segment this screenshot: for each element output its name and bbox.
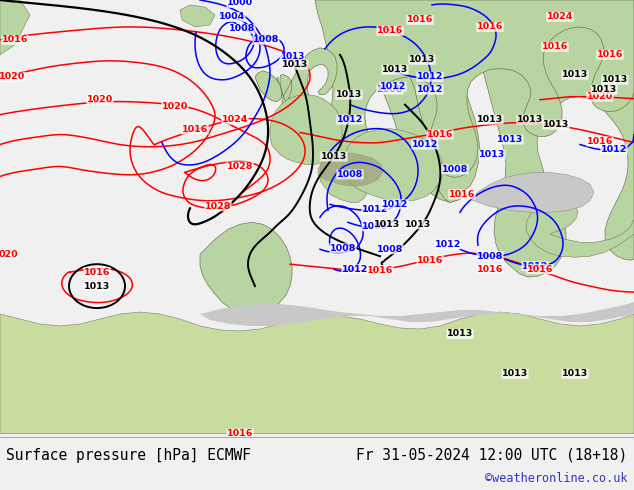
- Text: 1020: 1020: [87, 95, 113, 104]
- Text: 1013: 1013: [562, 70, 588, 79]
- Text: 1008: 1008: [253, 35, 279, 45]
- Text: 1016: 1016: [377, 26, 403, 35]
- Text: 1016: 1016: [477, 265, 503, 273]
- Text: 1016: 1016: [84, 268, 110, 277]
- Text: 1013: 1013: [562, 369, 588, 378]
- Text: 1013: 1013: [409, 55, 435, 64]
- Text: 1012: 1012: [435, 240, 461, 249]
- Text: 1013: 1013: [405, 220, 431, 229]
- Polygon shape: [460, 0, 634, 277]
- Text: 1016: 1016: [182, 125, 208, 134]
- Polygon shape: [200, 302, 634, 326]
- Polygon shape: [526, 200, 634, 257]
- Polygon shape: [270, 95, 342, 165]
- Text: 1020: 1020: [162, 102, 188, 111]
- Text: 1008: 1008: [377, 85, 403, 94]
- Polygon shape: [390, 0, 480, 202]
- Text: 1020: 1020: [587, 92, 613, 101]
- Text: 1000: 1000: [227, 0, 253, 7]
- Text: 1028: 1028: [227, 162, 253, 171]
- Text: 020: 020: [0, 250, 18, 259]
- Polygon shape: [255, 71, 282, 102]
- Text: 1012: 1012: [382, 200, 408, 209]
- Text: 1008: 1008: [442, 165, 468, 174]
- Text: 1012: 1012: [417, 85, 443, 94]
- Text: 1012: 1012: [412, 140, 438, 149]
- Text: 1016: 1016: [367, 266, 393, 275]
- Polygon shape: [318, 152, 383, 186]
- Text: 1013: 1013: [543, 120, 569, 129]
- Polygon shape: [0, 0, 30, 55]
- Text: 1013: 1013: [497, 135, 523, 144]
- Text: 1016: 1016: [417, 256, 443, 265]
- Polygon shape: [180, 5, 215, 27]
- Text: 1012: 1012: [362, 205, 388, 214]
- Polygon shape: [355, 0, 465, 202]
- Text: Fr 31-05-2024 12:00 UTC (18+18): Fr 31-05-2024 12:00 UTC (18+18): [356, 447, 628, 463]
- Text: 1016: 1016: [527, 265, 553, 273]
- Text: 1016: 1016: [597, 50, 623, 59]
- Text: 1013: 1013: [591, 85, 617, 94]
- Polygon shape: [320, 154, 369, 202]
- Text: 1016: 1016: [2, 35, 28, 45]
- Text: 1016: 1016: [407, 16, 433, 24]
- Polygon shape: [275, 48, 337, 143]
- Polygon shape: [352, 0, 432, 140]
- Text: 1004: 1004: [219, 12, 245, 22]
- Text: 1008: 1008: [330, 244, 356, 253]
- Polygon shape: [343, 128, 443, 201]
- Text: 1013: 1013: [280, 52, 304, 61]
- Polygon shape: [470, 172, 594, 212]
- Text: 1016: 1016: [587, 137, 613, 146]
- Text: 1013: 1013: [502, 369, 528, 378]
- Text: Surface pressure [hPa] ECMWF: Surface pressure [hPa] ECMWF: [6, 447, 251, 463]
- Text: 1013: 1013: [282, 60, 308, 69]
- Text: 1024: 1024: [222, 115, 248, 124]
- Text: 1013: 1013: [602, 75, 628, 84]
- Text: 1012: 1012: [337, 115, 363, 124]
- Text: 1016: 1016: [427, 130, 453, 139]
- Text: 1016: 1016: [542, 42, 568, 51]
- Text: 1013: 1013: [336, 90, 362, 99]
- Text: 1024: 1024: [547, 12, 573, 22]
- Text: ©weatheronline.co.uk: ©weatheronline.co.uk: [485, 472, 628, 486]
- Text: 1008: 1008: [477, 252, 503, 261]
- Text: 1012: 1012: [417, 72, 443, 81]
- Text: 1008: 1008: [362, 222, 388, 231]
- Text: 1013: 1013: [382, 65, 408, 74]
- Polygon shape: [0, 312, 634, 434]
- Text: 1008: 1008: [229, 24, 256, 33]
- Text: 1020: 1020: [0, 72, 25, 81]
- Text: 1008: 1008: [377, 245, 403, 254]
- Text: 1016: 1016: [227, 429, 253, 438]
- Text: 1016: 1016: [449, 190, 476, 199]
- Text: 1013: 1013: [477, 115, 503, 124]
- Text: 1008: 1008: [337, 170, 363, 179]
- Text: 1016: 1016: [477, 23, 503, 31]
- Text: 1028: 1028: [205, 202, 231, 211]
- Text: 1012: 1012: [380, 82, 406, 91]
- Polygon shape: [200, 222, 292, 314]
- Text: 1013: 1013: [517, 115, 543, 124]
- Text: 1012: 1012: [522, 262, 548, 270]
- Text: 1013: 1013: [374, 220, 400, 229]
- Text: 1013: 1013: [84, 282, 110, 291]
- Text: 1013: 1013: [447, 329, 473, 339]
- Text: 1013: 1013: [321, 152, 347, 161]
- Text: 1012: 1012: [342, 265, 368, 273]
- Text: 1012: 1012: [601, 145, 627, 154]
- Text: 1013: 1013: [479, 150, 505, 159]
- Polygon shape: [315, 0, 634, 177]
